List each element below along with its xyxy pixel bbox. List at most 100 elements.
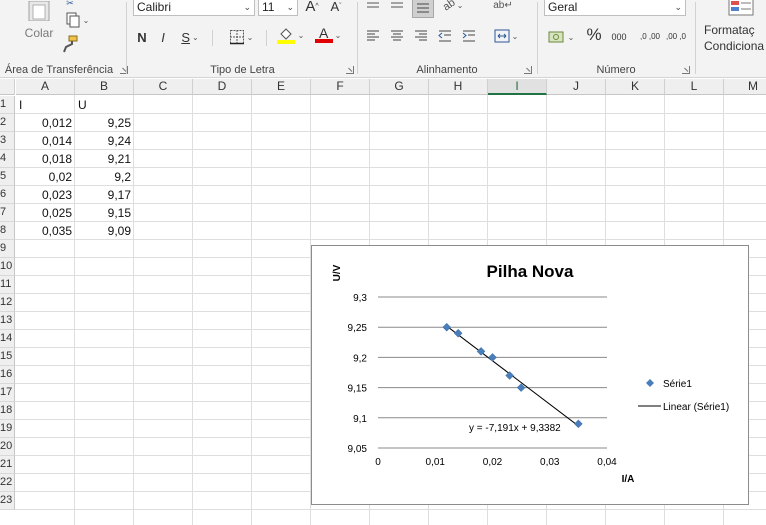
alignment-dialog-launcher-icon[interactable] (524, 66, 532, 74)
column-header-j[interactable]: J (547, 79, 606, 95)
font-name-select[interactable]: Calibri ⌄ (133, 0, 255, 16)
cell-a8[interactable]: 0,035 (41, 224, 72, 238)
cell-a7[interactable]: 0,025 (41, 206, 72, 220)
column-header-h[interactable]: H (429, 79, 488, 95)
decrease-decimal-button[interactable]: ,00 ,0 (665, 32, 686, 41)
font-size-select[interactable]: 11 ⌄ (258, 0, 298, 16)
align-left-icon[interactable] (364, 25, 382, 47)
y-tick-label: 9,05 (348, 444, 368, 455)
decrease-indent-icon[interactable] (436, 25, 454, 47)
column-header-f[interactable]: F (311, 79, 370, 95)
row-header-14[interactable]: 14 (0, 330, 15, 348)
italic-button[interactable]: I (161, 29, 165, 45)
underline-button[interactable]: S ⌄ (181, 29, 199, 45)
row-header-1[interactable]: 1 (0, 96, 15, 114)
align-right-icon[interactable] (412, 25, 430, 47)
row-header-17[interactable]: 17 (0, 384, 15, 402)
bold-button[interactable]: N (137, 29, 147, 45)
cell-a6[interactable]: 0,023 (41, 188, 72, 202)
conditional-formatting-button[interactable]: Formataç Condiciona (704, 22, 764, 54)
cell-b5[interactable]: 9,2 (114, 170, 131, 184)
row-header-10[interactable]: 10 (0, 258, 15, 276)
align-middle-icon[interactable] (388, 0, 406, 16)
grow-font-button[interactable]: A ^ (303, 0, 321, 17)
cell-a1[interactable]: I (19, 98, 23, 112)
borders-button[interactable]: ⌄ (224, 26, 258, 48)
select-all-corner[interactable] (0, 79, 15, 95)
column-header-a[interactable]: A (16, 79, 75, 95)
cell-b1[interactable]: U (78, 98, 87, 112)
cell-b2[interactable]: 9,25 (107, 116, 131, 130)
row-header-4[interactable]: 4 (0, 150, 15, 168)
row-header-23[interactable]: 23 (0, 492, 15, 510)
row-header-21[interactable]: 21 (0, 456, 15, 474)
chart[interactable]: Pilha Nova U/V I/A 9,05 9,1 9,15 9,2 9,25 9,3 0 0,… (311, 245, 749, 505)
font-color-swatch (314, 39, 333, 43)
column-header-m[interactable]: M (724, 79, 766, 95)
row-header-7[interactable]: 7 (0, 204, 15, 222)
font-color-button[interactable]: A ⌄ (311, 24, 345, 46)
row-header-18[interactable]: 18 (0, 402, 15, 420)
column-header-b[interactable]: B (75, 79, 134, 95)
cell-a5[interactable]: 0,02 (48, 170, 72, 184)
paste-icon[interactable] (22, 0, 56, 22)
number-group: Geral ⌄ ⌄ % 000 ,0 ,00 ,00 ,0 Número (538, 0, 694, 77)
data-point (505, 371, 515, 380)
cell-b8[interactable]: 9,09 (107, 224, 131, 238)
cell-b7[interactable]: 9,15 (107, 206, 131, 220)
orientation-icon[interactable]: ab ⌄ (440, 0, 464, 14)
conditional-formatting-icon[interactable] (726, 0, 756, 18)
align-center-icon[interactable] (388, 25, 406, 47)
align-top-icon[interactable] (364, 0, 382, 16)
accounting-format-icon[interactable]: ⌄ (544, 26, 578, 48)
row-header-22[interactable]: 22 (0, 474, 15, 492)
row-header-9[interactable]: 9 (0, 240, 15, 258)
column-header-c[interactable]: C (134, 79, 193, 95)
row-header-8[interactable]: 8 (0, 222, 15, 240)
row-header-20[interactable]: 20 (0, 438, 15, 456)
chevron-down-icon: ⌄ (243, 2, 251, 12)
column-header-l[interactable]: L (665, 79, 724, 95)
number-format-select[interactable]: Geral ⌄ (544, 0, 686, 16)
row-header-16[interactable]: 16 (0, 366, 15, 384)
clipboard-dialog-launcher-icon[interactable] (120, 66, 128, 74)
row-header-13[interactable]: 13 (0, 312, 15, 330)
column-header-g[interactable]: G (370, 79, 429, 95)
cell-a3[interactable]: 0,014 (41, 134, 72, 148)
row-header-6[interactable]: 6 (0, 186, 15, 204)
row-header-2[interactable]: 2 (0, 114, 15, 132)
row-header-3[interactable]: 3 (0, 132, 15, 150)
number-dialog-launcher-icon[interactable] (682, 66, 690, 74)
increase-indent-icon[interactable] (460, 25, 478, 47)
row-header-12[interactable]: 12 (0, 294, 15, 312)
copy-icon[interactable]: ⌄ (60, 10, 94, 30)
row-header-11[interactable]: 11 (0, 276, 15, 294)
percent-button[interactable]: % (586, 25, 602, 44)
cell-b4[interactable]: 9,21 (107, 152, 131, 166)
row-gridline (15, 185, 766, 186)
column-header-e[interactable]: E (252, 79, 311, 95)
column-header-d[interactable]: D (193, 79, 252, 95)
font-dialog-launcher-icon[interactable] (346, 66, 354, 74)
cut-icon[interactable]: ✂ (66, 0, 74, 8)
row-header-5[interactable]: 5 (0, 168, 15, 186)
font-group-label: Tipo de Letra (210, 64, 275, 76)
fill-color-button[interactable]: ⌄ (272, 24, 308, 46)
row-header-15[interactable]: 15 (0, 348, 15, 366)
format-painter-icon[interactable] (60, 34, 80, 54)
cell-a4[interactable]: 0,018 (41, 152, 72, 166)
ribbon: Colar ✂ ⌄ Área de Transferência Calibri … (0, 0, 766, 78)
column-header-k[interactable]: K (606, 79, 665, 95)
merge-center-icon[interactable]: ⌄ (490, 25, 522, 47)
wrap-text-icon[interactable]: ab↵ (493, 0, 513, 11)
thousands-separator-button[interactable]: 000 (611, 32, 627, 42)
cell-b3[interactable]: 9,24 (107, 134, 131, 148)
increase-decimal-button[interactable]: ,0 ,00 (639, 32, 660, 41)
paste-button[interactable]: Colar (24, 26, 54, 40)
cell-a2[interactable]: 0,012 (41, 116, 72, 130)
cell-b6[interactable]: 9,17 (107, 188, 131, 202)
column-header-i[interactable]: I (488, 79, 547, 95)
row-header-19[interactable]: 19 (0, 420, 15, 438)
align-bottom-icon[interactable] (412, 0, 434, 18)
